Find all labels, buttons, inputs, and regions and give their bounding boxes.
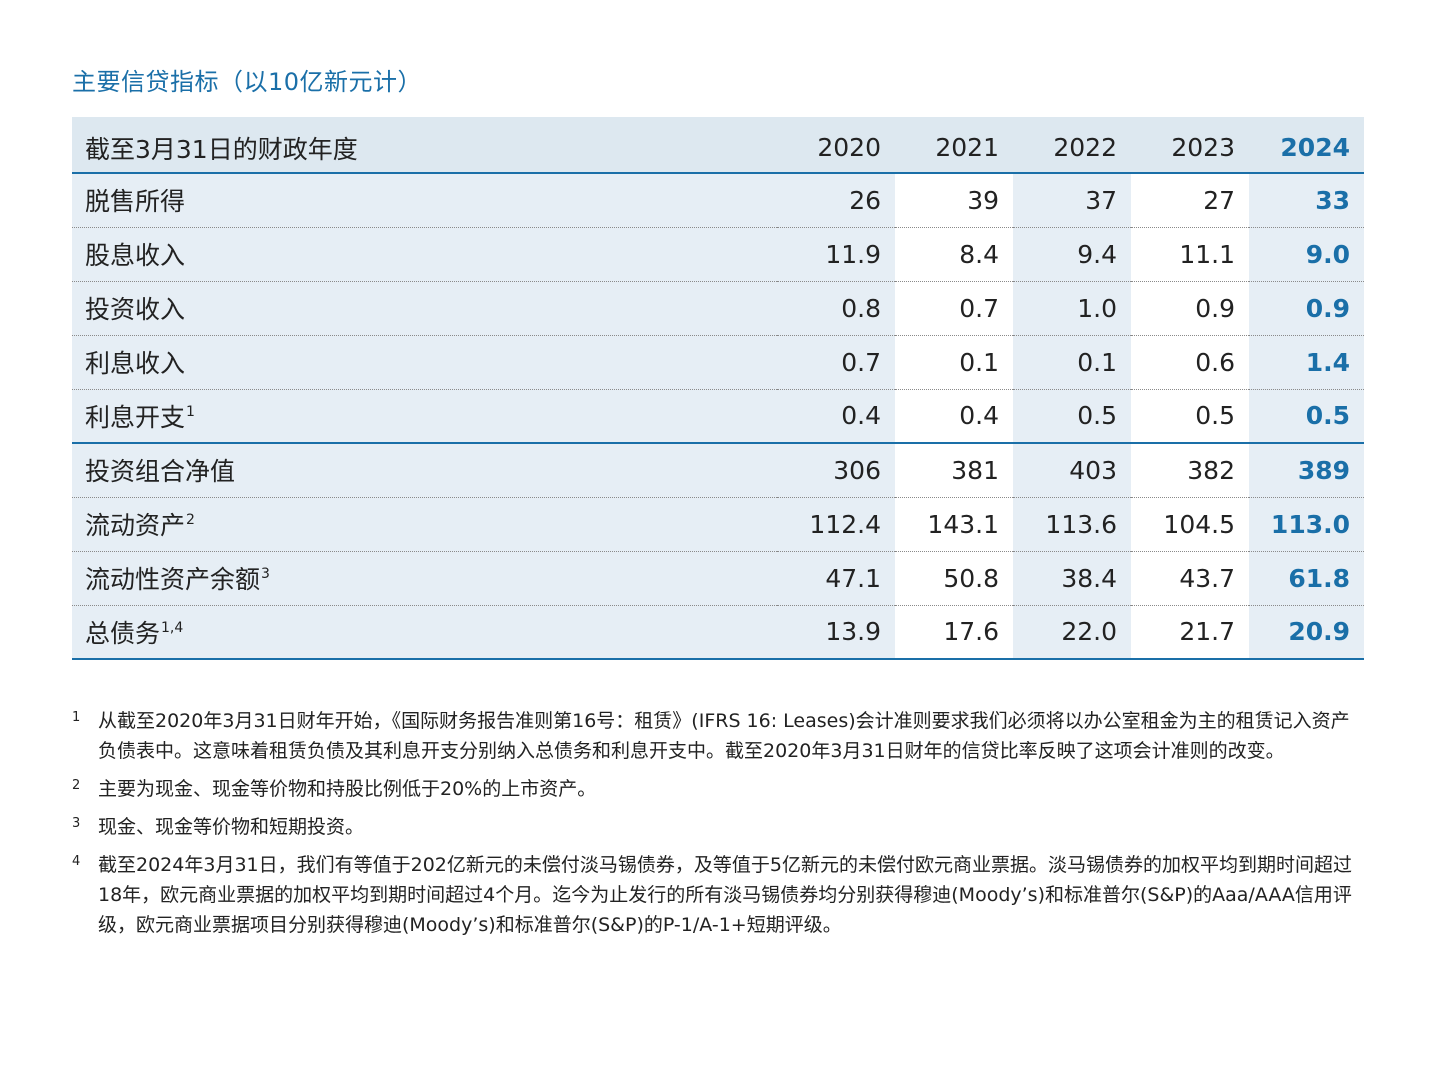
row-label: 流动性资产余额3 [72, 551, 777, 606]
footnote: 3 现金、现金等价物和短期投资。 [72, 812, 1362, 842]
table-row: 投资收入 0.8 0.7 1.0 0.9 0.9 [72, 281, 1364, 336]
footnote-text: 主要为现金、现金等价物和持股比例低于20%的上市资产。 [98, 778, 597, 800]
footnote: 2 主要为现金、现金等价物和持股比例低于20%的上市资产。 [72, 774, 1362, 804]
row-label: 股息收入 [72, 227, 777, 282]
footnote: 1 从截至2020年3月31日财年开始，《国际财务报告准则第16号：租赁》(IFR… [72, 706, 1362, 766]
row-label-text: 脱售所得 [85, 187, 186, 217]
row-label-text: 流动性资产余额 [85, 565, 261, 594]
row-label-text: 利息开支 [85, 402, 186, 432]
cell-value: 104.5 [1131, 497, 1249, 552]
table-header-row: 截至3月31日的财政年度 2020 2021 2022 2023 2024 [72, 117, 1364, 174]
cell-value: 26 [777, 173, 895, 228]
table-row: 利息收入 0.7 0.1 0.1 0.6 1.4 [72, 335, 1364, 390]
footnote-text: 从截至2020年3月31日财年开始，《国际财务报告准则第16号：租赁》(IFRS… [98, 710, 1350, 762]
footnote-ref: 2 [186, 512, 195, 528]
header-year: 2020 [777, 117, 895, 174]
credit-metrics-table: 截至3月31日的财政年度 2020 2021 2022 2023 2024 脱售… [72, 117, 1364, 660]
header-year-current: 2024 [1249, 117, 1364, 174]
cell-value: 112.4 [777, 497, 895, 552]
cell-value: 27 [1131, 173, 1249, 228]
row-label-text: 利息收入 [85, 349, 186, 378]
cell-value: 0.6 [1131, 335, 1249, 390]
cell-value: 13.9 [777, 605, 895, 660]
footnote-mark: 4 [72, 854, 81, 869]
footnote: 4 截至2024年3月31日，我们有等值于202亿新元的未偿付淡马锡债券，及等值于… [72, 850, 1362, 940]
table-row: 投资组合净值 306 381 403 382 389 [72, 443, 1364, 498]
cell-value: 11.9 [777, 227, 895, 282]
header-label: 截至3月31日的财政年度 [72, 117, 777, 174]
cell-value-current: 0.5 [1249, 389, 1364, 444]
cell-value: 113.6 [1013, 497, 1131, 552]
footnote-mark: 3 [72, 816, 81, 831]
cell-value-current: 9.0 [1249, 227, 1364, 282]
cell-value: 0.7 [895, 281, 1013, 336]
footnote-ref: 1 [186, 403, 195, 420]
cell-value: 0.7 [777, 335, 895, 390]
cell-value: 11.1 [1131, 227, 1249, 282]
row-label: 总债务1,4 [72, 605, 777, 660]
table-row: 股息收入 11.9 8.4 9.4 11.1 9.0 [72, 227, 1364, 282]
cell-value: 0.1 [895, 335, 1013, 390]
header-year: 2023 [1131, 117, 1249, 174]
table-row: 利息开支1 0.4 0.4 0.5 0.5 0.5 [72, 389, 1364, 444]
footnote-text: 现金、现金等价物和短期投资。 [98, 816, 365, 838]
footnote-ref: 1,4 [161, 619, 184, 636]
row-label: 流动资产2 [72, 497, 777, 552]
cell-value-current: 61.8 [1249, 551, 1364, 606]
cell-value-current: 20.9 [1249, 605, 1364, 660]
footnote-ref: 3 [261, 566, 270, 582]
cell-value: 403 [1013, 443, 1131, 498]
cell-value: 50.8 [895, 551, 1013, 606]
row-label-text: 投资组合净值 [85, 457, 236, 487]
table-title: 主要信贷指标（以10亿新元计） [72, 68, 423, 96]
cell-value: 47.1 [777, 551, 895, 606]
header-year: 2022 [1013, 117, 1131, 174]
row-label: 利息收入 [72, 335, 777, 390]
row-label-text: 流动资产 [85, 511, 186, 540]
cell-value: 0.9 [1131, 281, 1249, 336]
cell-value: 0.5 [1013, 389, 1131, 444]
cell-value: 43.7 [1131, 551, 1249, 606]
cell-value-current: 33 [1249, 173, 1364, 228]
cell-value: 0.4 [777, 389, 895, 444]
footnotes: 1 从截至2020年3月31日财年开始，《国际财务报告准则第16号：租赁》(IFR… [72, 706, 1362, 948]
cell-value: 143.1 [895, 497, 1013, 552]
cell-value: 22.0 [1013, 605, 1131, 660]
row-label-text: 股息收入 [85, 241, 186, 270]
row-label-text: 投资收入 [85, 295, 186, 324]
cell-value: 38.4 [1013, 551, 1131, 606]
cell-value: 8.4 [895, 227, 1013, 282]
cell-value: 0.8 [777, 281, 895, 336]
row-label-text: 总债务 [85, 618, 161, 648]
cell-value-current: 113.0 [1249, 497, 1364, 552]
row-label: 脱售所得 [72, 173, 777, 228]
cell-value-current: 0.9 [1249, 281, 1364, 336]
cell-value: 0.5 [1131, 389, 1249, 444]
footnote-mark: 1 [72, 710, 81, 725]
cell-value-current: 389 [1249, 443, 1364, 498]
header-year: 2021 [895, 117, 1013, 174]
cell-value: 382 [1131, 443, 1249, 498]
footnote-mark: 2 [72, 778, 81, 793]
cell-value: 37 [1013, 173, 1131, 228]
cell-value: 39 [895, 173, 1013, 228]
table-row: 脱售所得 26 39 37 27 33 [72, 173, 1364, 228]
cell-value: 0.4 [895, 389, 1013, 444]
cell-value: 381 [895, 443, 1013, 498]
cell-value-current: 1.4 [1249, 335, 1364, 390]
cell-value: 1.0 [1013, 281, 1131, 336]
footnote-text: 截至2024年3月31日，我们有等值于202亿新元的未偿付淡马锡债券，及等值于5… [98, 854, 1352, 936]
cell-value: 17.6 [895, 605, 1013, 660]
table-row: 流动性资产余额3 47.1 50.8 38.4 43.7 61.8 [72, 551, 1364, 606]
table-row: 总债务1,4 13.9 17.6 22.0 21.7 20.9 [72, 605, 1364, 660]
table-row: 流动资产2 112.4 143.1 113.6 104.5 113.0 [72, 497, 1364, 552]
cell-value: 9.4 [1013, 227, 1131, 282]
row-label: 利息开支1 [72, 389, 777, 444]
cell-value: 306 [777, 443, 895, 498]
row-label: 投资收入 [72, 281, 777, 336]
cell-value: 21.7 [1131, 605, 1249, 660]
cell-value: 0.1 [1013, 335, 1131, 390]
row-label: 投资组合净值 [72, 443, 777, 498]
